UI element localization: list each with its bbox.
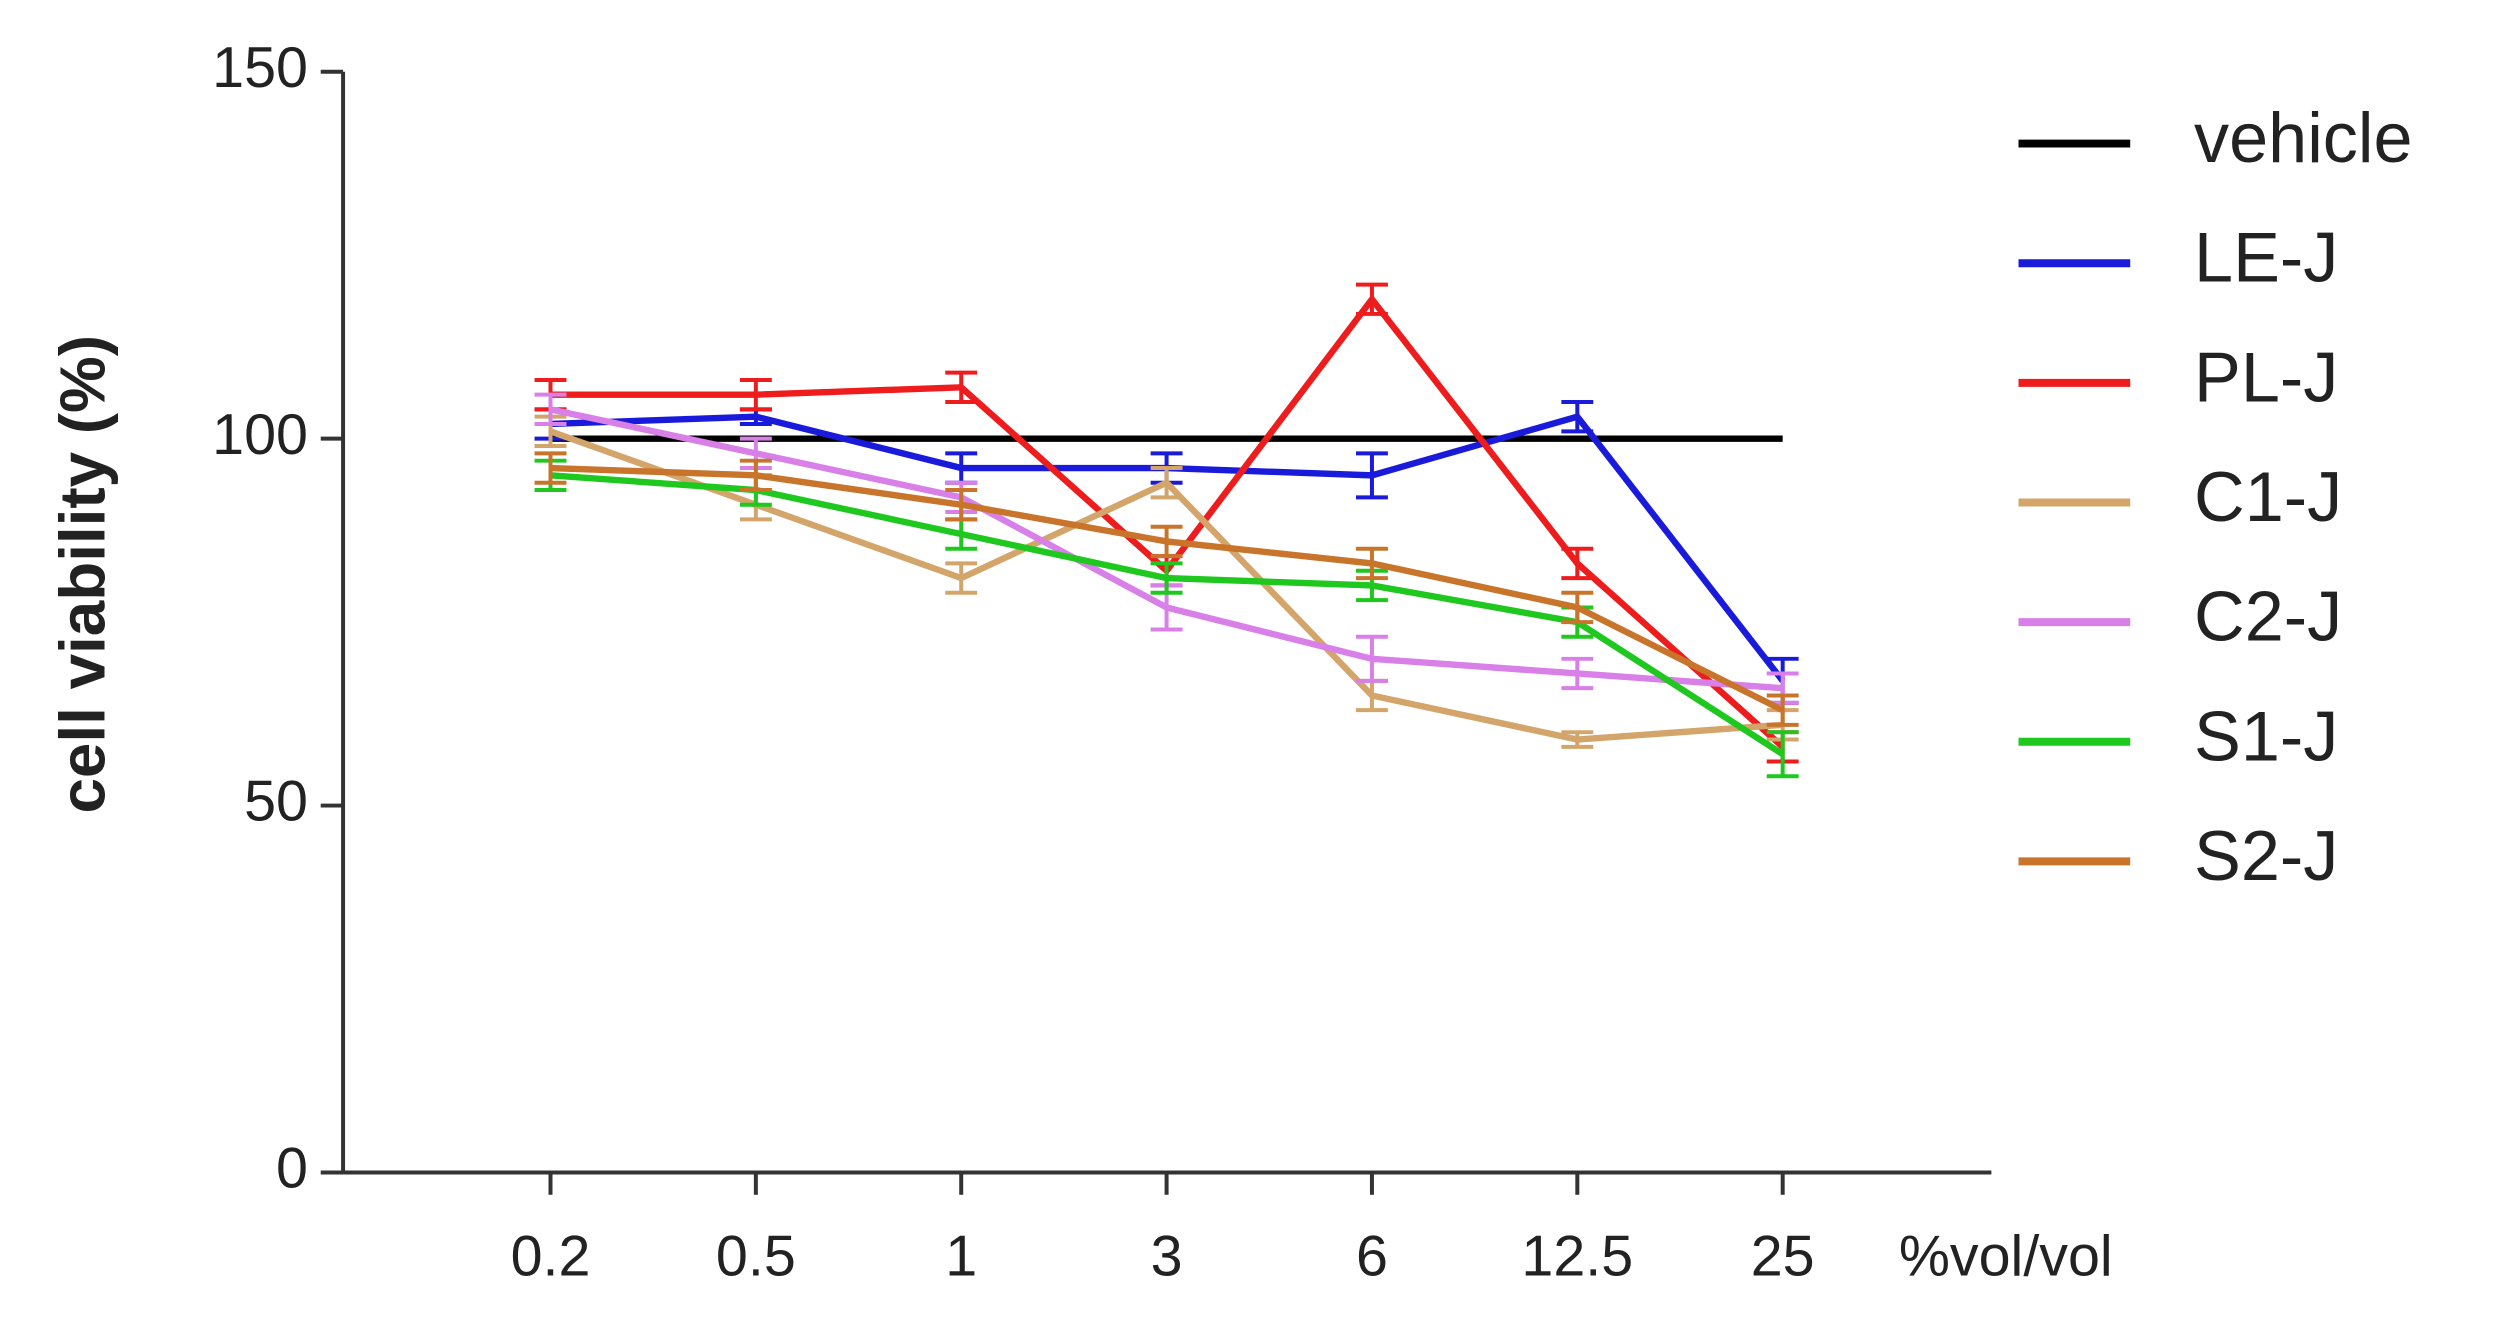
x-tick-label: 3 xyxy=(1151,1224,1183,1288)
series-line xyxy=(549,406,1783,692)
legend-label: C1-J xyxy=(2194,457,2342,536)
legend-label: LE-J xyxy=(2194,218,2338,297)
x-tick-label: 0.5 xyxy=(716,1224,796,1288)
legend-label: C2-J xyxy=(2194,577,2342,656)
series-line xyxy=(550,464,1785,714)
legend-label: S1-J xyxy=(2194,696,2338,775)
error-bar xyxy=(1766,730,1799,779)
y-tick-label: 0 xyxy=(276,1137,308,1201)
legend-label: vehicle xyxy=(2194,98,2413,177)
x-tick-label: 0.2 xyxy=(511,1224,591,1288)
x-tick-label: 6 xyxy=(1356,1224,1388,1288)
x-tick-label: 12.5 xyxy=(1521,1224,1633,1288)
error-bar xyxy=(1766,693,1799,727)
x-tick-label: 1 xyxy=(945,1224,977,1288)
x-tick-label: 25 xyxy=(1751,1224,1815,1288)
y-tick-label: 50 xyxy=(244,770,308,834)
y-tick-label: 150 xyxy=(212,36,308,100)
y-tick-label: 100 xyxy=(212,403,308,467)
series-line xyxy=(550,294,1785,750)
x-axis-label: %vol/vol xyxy=(1899,1224,2113,1288)
legend-label: S2-J xyxy=(2194,816,2338,895)
legend-label: PL-J xyxy=(2194,337,2338,416)
y-axis-label: cell viability (%) xyxy=(47,335,119,814)
